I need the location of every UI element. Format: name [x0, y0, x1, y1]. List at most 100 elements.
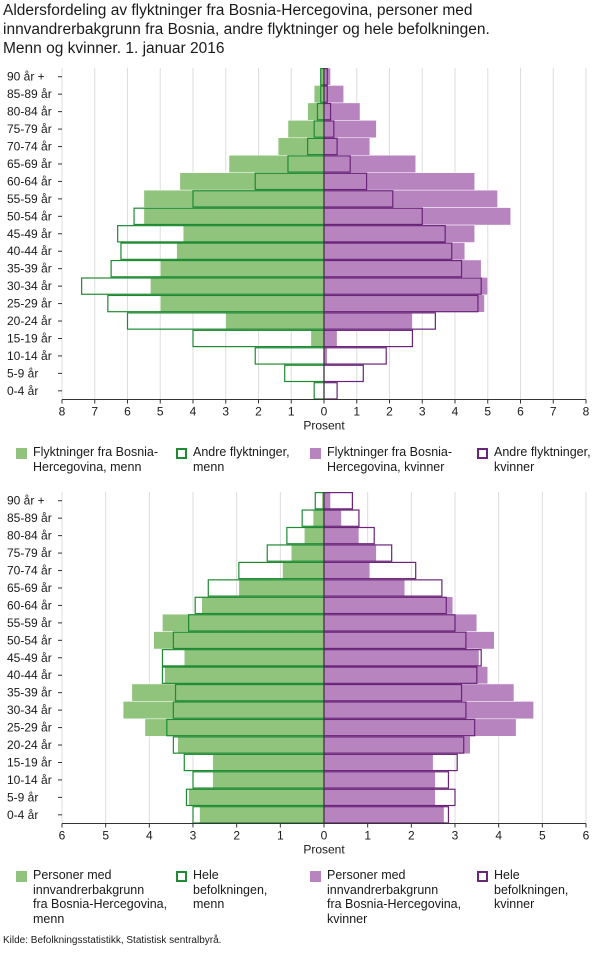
- bar-outline-right-17: [323, 364, 364, 383]
- bar-filled-left-9: [184, 648, 325, 667]
- bar-filled-left-5: [228, 155, 325, 173]
- bar-filled-left-7: [143, 189, 325, 208]
- bar-filled-left-3: [287, 120, 325, 139]
- y-tick-label: 40-44 år: [7, 668, 52, 682]
- legend-label: Personer med innvandrerbakgrunn fra Bosn…: [33, 868, 168, 926]
- x-tick-label: 8: [583, 405, 590, 419]
- bar-filled-left-11: [131, 683, 325, 702]
- bar-filled-right-4: [323, 561, 371, 580]
- background-pyramid-legend: Personer med innvandrerbakgrunn fra Bosn…: [0, 868, 610, 928]
- y-tick-label: 70-74 år: [7, 140, 52, 154]
- bar-filled-left-12: [122, 701, 325, 720]
- bar-filled-right-5: [323, 579, 406, 597]
- bar-filled-left-14: [225, 312, 325, 331]
- bar-filled-right-9: [323, 648, 480, 667]
- bar-filled-left-11: [160, 259, 325, 278]
- bar-filled-right-14: [323, 312, 413, 331]
- bar-filled-right-12: [323, 277, 488, 296]
- x-tick-label: 0: [321, 829, 328, 843]
- bar-filled-right-12: [323, 701, 534, 720]
- y-tick-label: 10-14 år: [7, 349, 52, 363]
- chart-title: Aldersfordeling av flyktninger fra Bosni…: [3, 1, 603, 58]
- bar-filled-left-4: [277, 137, 325, 156]
- x-tick-label: 6: [583, 829, 590, 843]
- bar-filled-right-17: [323, 788, 436, 807]
- bar-filled-left-8: [153, 631, 325, 650]
- bar-filled-right-16: [323, 770, 436, 789]
- bar-outline-right-16: [323, 347, 387, 365]
- bar-filled-right-8: [323, 631, 495, 650]
- x-tick-label: 2: [233, 829, 240, 843]
- legend-item-2: Personer med innvandrerbakgrunn fra Bosn…: [310, 868, 461, 926]
- legend-item-2: Flyktninger fra Bosnia- Hercegovina, kvi…: [310, 445, 452, 474]
- x-axis-label: Prosent: [303, 419, 345, 433]
- y-tick-label: 65-69 år: [7, 157, 52, 171]
- bar-outline-left-18: [313, 382, 325, 400]
- bar-outline-left-16: [254, 347, 325, 365]
- x-tick-label: 6: [124, 405, 131, 419]
- x-tick-label: 3: [452, 829, 459, 843]
- bar-filled-right-6: [323, 596, 454, 615]
- y-tick-label: 5-9 år: [7, 366, 38, 380]
- x-tick-label: 7: [91, 405, 98, 419]
- legend-label: Flyktninger fra Bosnia- Hercegovina, kvi…: [327, 445, 453, 474]
- x-tick-label: 4: [146, 829, 153, 843]
- bar-filled-right-15: [323, 329, 338, 348]
- x-tick-label: 1: [277, 829, 284, 843]
- bar-filled-left-7: [162, 613, 325, 632]
- x-tick-label: 6: [59, 829, 66, 843]
- bar-filled-left-6: [179, 172, 325, 191]
- x-tick-label: 5: [539, 829, 546, 843]
- x-tick-label: 7: [550, 405, 557, 419]
- bar-filled-left-12: [150, 277, 325, 296]
- bar-filled-right-6: [323, 172, 475, 191]
- bar-filled-left-15: [310, 329, 325, 348]
- bar-filled-left-18: [199, 805, 325, 824]
- bar-filled-right-13: [323, 294, 485, 313]
- legend-item-1: Hele befolkningen, menn: [176, 868, 267, 912]
- x-tick-label: 4: [452, 405, 459, 419]
- bar-filled-right-7: [323, 613, 478, 632]
- legend-swatch: [310, 448, 321, 459]
- bar-filled-right-2: [323, 102, 361, 121]
- legend-swatch: [16, 448, 27, 459]
- legend-label: Andre flyktninger, menn: [193, 445, 290, 474]
- bar-filled-right-8: [323, 207, 511, 226]
- x-tick-label: 3: [222, 405, 229, 419]
- bar-filled-right-3: [323, 544, 377, 563]
- bar-filled-left-5: [238, 579, 325, 597]
- y-tick-label: 45-49 år: [7, 227, 52, 241]
- y-tick-label: 45-49 år: [7, 651, 52, 665]
- bar-filled-left-1: [313, 85, 325, 104]
- x-tick-label: 6: [517, 405, 524, 419]
- x-tick-label: 2: [386, 405, 393, 419]
- legend-label: Personer med innvandrerbakgrunn fra Bosn…: [327, 868, 462, 926]
- background-pyramid-chart: 90 år + 85-89 år 80-84 år 75-79 år 70-74 år 6…: [7, 491, 590, 857]
- legend-swatch: [176, 871, 187, 882]
- bar-filled-left-15: [212, 753, 325, 772]
- y-tick-label: 30-34 år: [7, 703, 52, 717]
- legend-swatch: [16, 871, 27, 882]
- source-note: Kilde: Befolkningsstatistikk, Statistisk…: [3, 935, 222, 946]
- y-tick-label: 25-29 år: [7, 297, 52, 311]
- bar-filled-right-9: [323, 224, 475, 243]
- y-tick-label: 30-34 år: [7, 279, 52, 293]
- x-tick-label: 3: [190, 829, 197, 843]
- y-tick-label: 90 år +: [7, 70, 45, 84]
- x-tick-label: 2: [255, 405, 262, 419]
- legend-item-0: Flyktninger fra Bosnia- Hercegovina, men…: [16, 445, 158, 474]
- bar-filled-right-10: [323, 242, 466, 261]
- legend-label: Hele befolkningen, kvinner: [494, 868, 569, 911]
- bar-filled-left-14: [177, 736, 325, 755]
- bar-filled-right-2: [323, 526, 360, 545]
- x-tick-label: 2: [408, 829, 415, 843]
- y-tick-label: 80-84 år: [7, 105, 52, 119]
- legend-swatch: [310, 871, 321, 882]
- refugee-pyramid-legend: Flyktninger fra Bosnia- Hercegovina, men…: [0, 445, 610, 505]
- bar-filled-left-10: [176, 242, 325, 261]
- x-tick-label: 1: [288, 405, 295, 419]
- y-tick-label: 5-9 år: [7, 790, 38, 804]
- y-tick-label: 40-44 år: [7, 244, 52, 258]
- bar-filled-left-3: [291, 544, 325, 563]
- bar-filled-left-8: [143, 207, 325, 226]
